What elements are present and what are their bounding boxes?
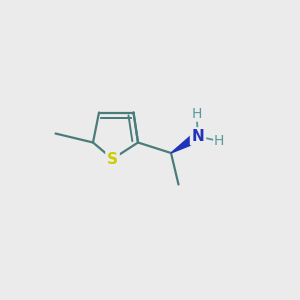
Text: H: H (214, 134, 224, 148)
Text: N: N (192, 129, 204, 144)
Polygon shape (171, 132, 201, 153)
Text: H: H (191, 107, 202, 121)
Text: S: S (107, 152, 118, 166)
